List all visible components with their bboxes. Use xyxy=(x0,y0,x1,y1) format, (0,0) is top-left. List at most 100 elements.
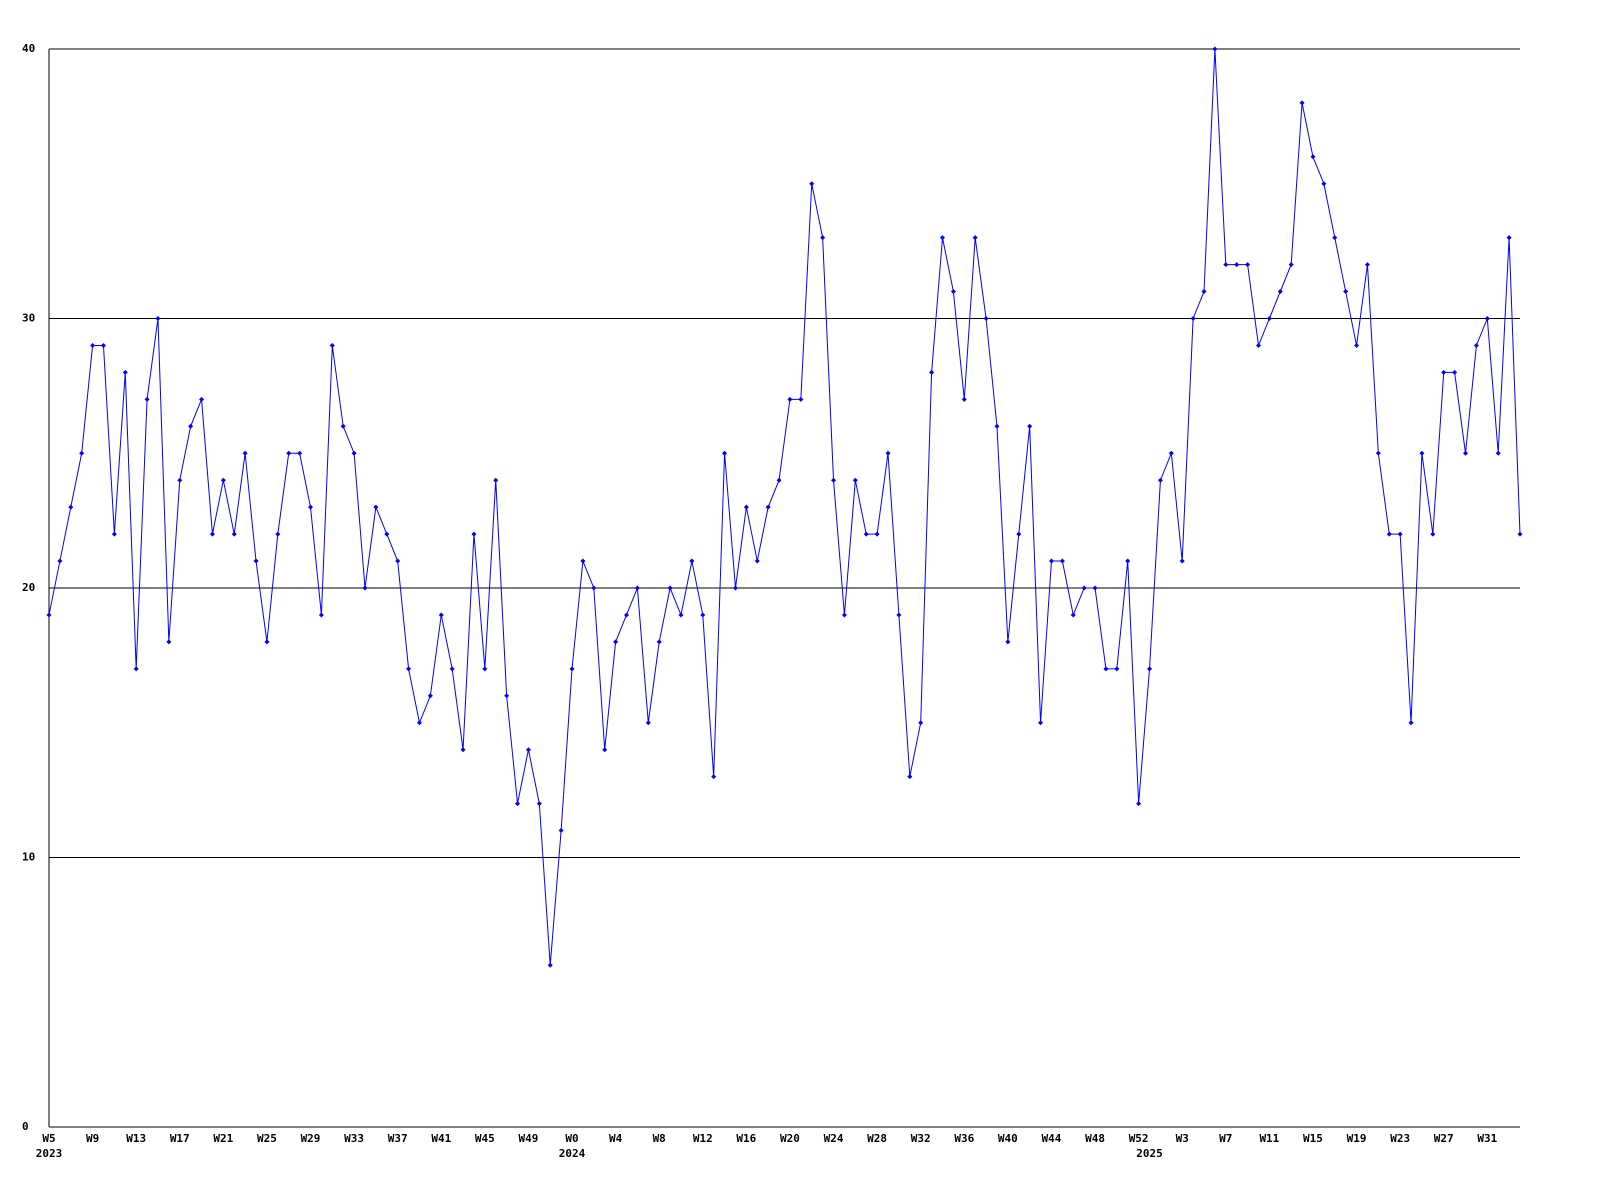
data-point xyxy=(308,504,314,510)
data-point xyxy=(1190,316,1196,321)
data-point xyxy=(820,235,826,241)
x-tick-label: W37 xyxy=(388,1132,408,1145)
x-tick-label: W13 xyxy=(126,1132,146,1145)
data-point xyxy=(1375,450,1381,456)
data-point xyxy=(569,666,575,672)
x-tick-label: W7 xyxy=(1219,1132,1232,1145)
data-point xyxy=(929,369,935,375)
data-point xyxy=(1212,46,1218,52)
data-point xyxy=(1277,289,1283,295)
data-point xyxy=(1517,531,1523,537)
data-point xyxy=(1343,289,1349,295)
data-point xyxy=(1245,262,1251,268)
data-point xyxy=(885,450,891,456)
data-point xyxy=(547,962,553,968)
y-tick-label: 10 xyxy=(22,851,35,864)
data-point xyxy=(340,423,346,429)
data-point xyxy=(199,396,205,402)
x-tick-label: W31 xyxy=(1477,1132,1497,1145)
data-point xyxy=(689,558,695,564)
data-point xyxy=(831,477,837,483)
data-point xyxy=(406,666,412,672)
data-point xyxy=(624,612,630,618)
data-point xyxy=(416,720,422,726)
x-tick-label: W25 xyxy=(257,1132,277,1145)
data-point xyxy=(1038,720,1044,726)
x-tick-label: W11 xyxy=(1259,1132,1279,1145)
x-tick-label: W8 xyxy=(653,1132,666,1145)
data-point xyxy=(384,531,390,537)
data-point xyxy=(1114,666,1120,672)
year-label: 2023 xyxy=(36,1147,63,1160)
data-point xyxy=(1125,558,1131,564)
data-point xyxy=(613,639,619,645)
data-point xyxy=(1354,342,1360,348)
data-point xyxy=(634,585,640,591)
data-point xyxy=(57,558,63,564)
data-point xyxy=(1452,369,1458,375)
x-tick-label: W29 xyxy=(301,1132,321,1145)
x-tick-label: W20 xyxy=(780,1132,800,1145)
data-point xyxy=(515,801,521,807)
x-tick-label: W17 xyxy=(170,1132,190,1145)
x-tick-label: W44 xyxy=(1042,1132,1062,1145)
data-point xyxy=(1321,181,1327,187)
data-point xyxy=(1168,450,1174,456)
data-point xyxy=(776,477,782,483)
data-point xyxy=(209,531,215,537)
data-point xyxy=(297,450,303,456)
data-point xyxy=(656,639,662,645)
data-point xyxy=(373,504,379,510)
x-tick-label: W45 xyxy=(475,1132,495,1145)
x-tick-label: W19 xyxy=(1347,1132,1367,1145)
x-tick-label: W32 xyxy=(911,1132,931,1145)
data-point xyxy=(1463,450,1469,456)
data-point xyxy=(841,612,847,618)
data-point xyxy=(1495,450,1501,456)
data-point xyxy=(493,477,499,483)
data-point xyxy=(1310,154,1316,160)
data-point xyxy=(950,289,956,295)
data-point xyxy=(732,585,738,591)
data-point xyxy=(1005,639,1011,645)
x-tick-label: W27 xyxy=(1434,1132,1454,1145)
data-point xyxy=(1027,423,1033,429)
x-tick-label: W16 xyxy=(736,1132,756,1145)
x-tick-label: W40 xyxy=(998,1132,1018,1145)
data-point xyxy=(144,396,150,402)
data-point xyxy=(722,450,728,456)
data-point xyxy=(1484,316,1490,321)
x-tick-label: W33 xyxy=(344,1132,364,1145)
data-point xyxy=(318,612,324,618)
data-point xyxy=(351,450,357,456)
data-point xyxy=(994,423,1000,429)
data-point xyxy=(700,612,706,618)
data-point xyxy=(1473,342,1479,348)
year-label: 2024 xyxy=(559,1147,586,1160)
data-point xyxy=(1048,558,1054,564)
x-tick-label: W15 xyxy=(1303,1132,1323,1145)
data-point xyxy=(918,720,924,726)
data-point xyxy=(1441,369,1447,375)
data-point xyxy=(1419,450,1425,456)
data-point xyxy=(362,585,368,591)
x-tick-label: W21 xyxy=(213,1132,233,1145)
data-point xyxy=(1364,262,1370,268)
data-point xyxy=(580,558,586,564)
x-tick-label: W49 xyxy=(518,1132,538,1145)
data-point xyxy=(68,504,74,510)
data-point xyxy=(972,235,978,241)
data-point xyxy=(1408,720,1414,726)
x-tick-label: W9 xyxy=(86,1132,99,1145)
data-point xyxy=(1103,666,1109,672)
data-point xyxy=(983,316,989,321)
data-point xyxy=(711,774,717,780)
data-point xyxy=(863,531,869,537)
data-point xyxy=(787,396,793,402)
data-point xyxy=(961,396,967,402)
data-point xyxy=(100,342,106,348)
data-point xyxy=(1223,262,1229,268)
data-point xyxy=(896,612,902,618)
data-point xyxy=(471,531,477,537)
data-point xyxy=(1386,531,1392,537)
